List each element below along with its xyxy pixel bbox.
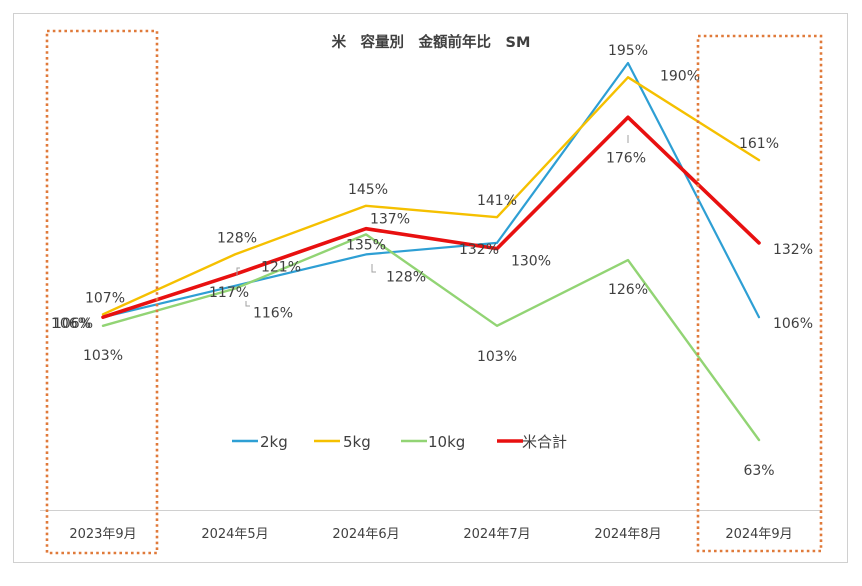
data-label: 128% (386, 269, 426, 285)
legend-label: 2kg (260, 433, 288, 451)
data-label: 126% (608, 282, 648, 298)
data-label: 137% (370, 212, 410, 228)
chart-border (13, 13, 848, 563)
x-tick-label: 2024年5月 (201, 527, 268, 542)
series-line-米合計 (101, 115, 761, 320)
chart-title: 米 容量別 金額前年比 SM (332, 33, 531, 51)
data-label: 63% (743, 463, 774, 479)
data-label: 107% (85, 290, 125, 306)
data-label: 161% (739, 136, 779, 152)
data-label: 106% (773, 316, 813, 332)
label-leader-line (371, 264, 376, 273)
data-label: 135% (346, 237, 386, 253)
data-label: 121% (261, 259, 301, 275)
data-label: 141% (477, 193, 517, 209)
x-tick-label: 2024年7月 (463, 527, 530, 542)
label-leader-line (245, 301, 250, 307)
data-label: 117% (209, 285, 249, 301)
highlight-box (45, 29, 159, 555)
x-tick-label: 2024年6月 (332, 527, 399, 542)
label-leader-line (236, 267, 240, 276)
data-label: 116% (253, 306, 293, 322)
data-label: 128% (217, 230, 257, 246)
data-label: 176% (606, 150, 646, 166)
series-line-2kg (101, 61, 761, 319)
legend-label: 10kg (428, 433, 465, 451)
data-label: 103% (83, 348, 123, 364)
data-label: 106% (53, 316, 93, 332)
legend-label: 5kg (343, 433, 371, 451)
data-label: 145% (348, 182, 388, 198)
series-line-10kg (101, 233, 761, 442)
x-tick-label: 2024年9月 (725, 527, 792, 542)
data-label: 132% (459, 242, 499, 258)
data-label: 195% (608, 43, 648, 59)
data-label: 132% (773, 242, 813, 258)
x-tick-label: 2024年8月 (594, 527, 661, 542)
data-label: 190% (660, 68, 700, 84)
x-tick-label: 2023年9月 (69, 527, 136, 542)
series-line-5kg (101, 76, 761, 316)
data-label: 130% (511, 254, 551, 270)
data-label: 103% (477, 349, 517, 365)
data-label: 106% (51, 316, 91, 332)
legend-label: 米合計 (522, 433, 567, 451)
